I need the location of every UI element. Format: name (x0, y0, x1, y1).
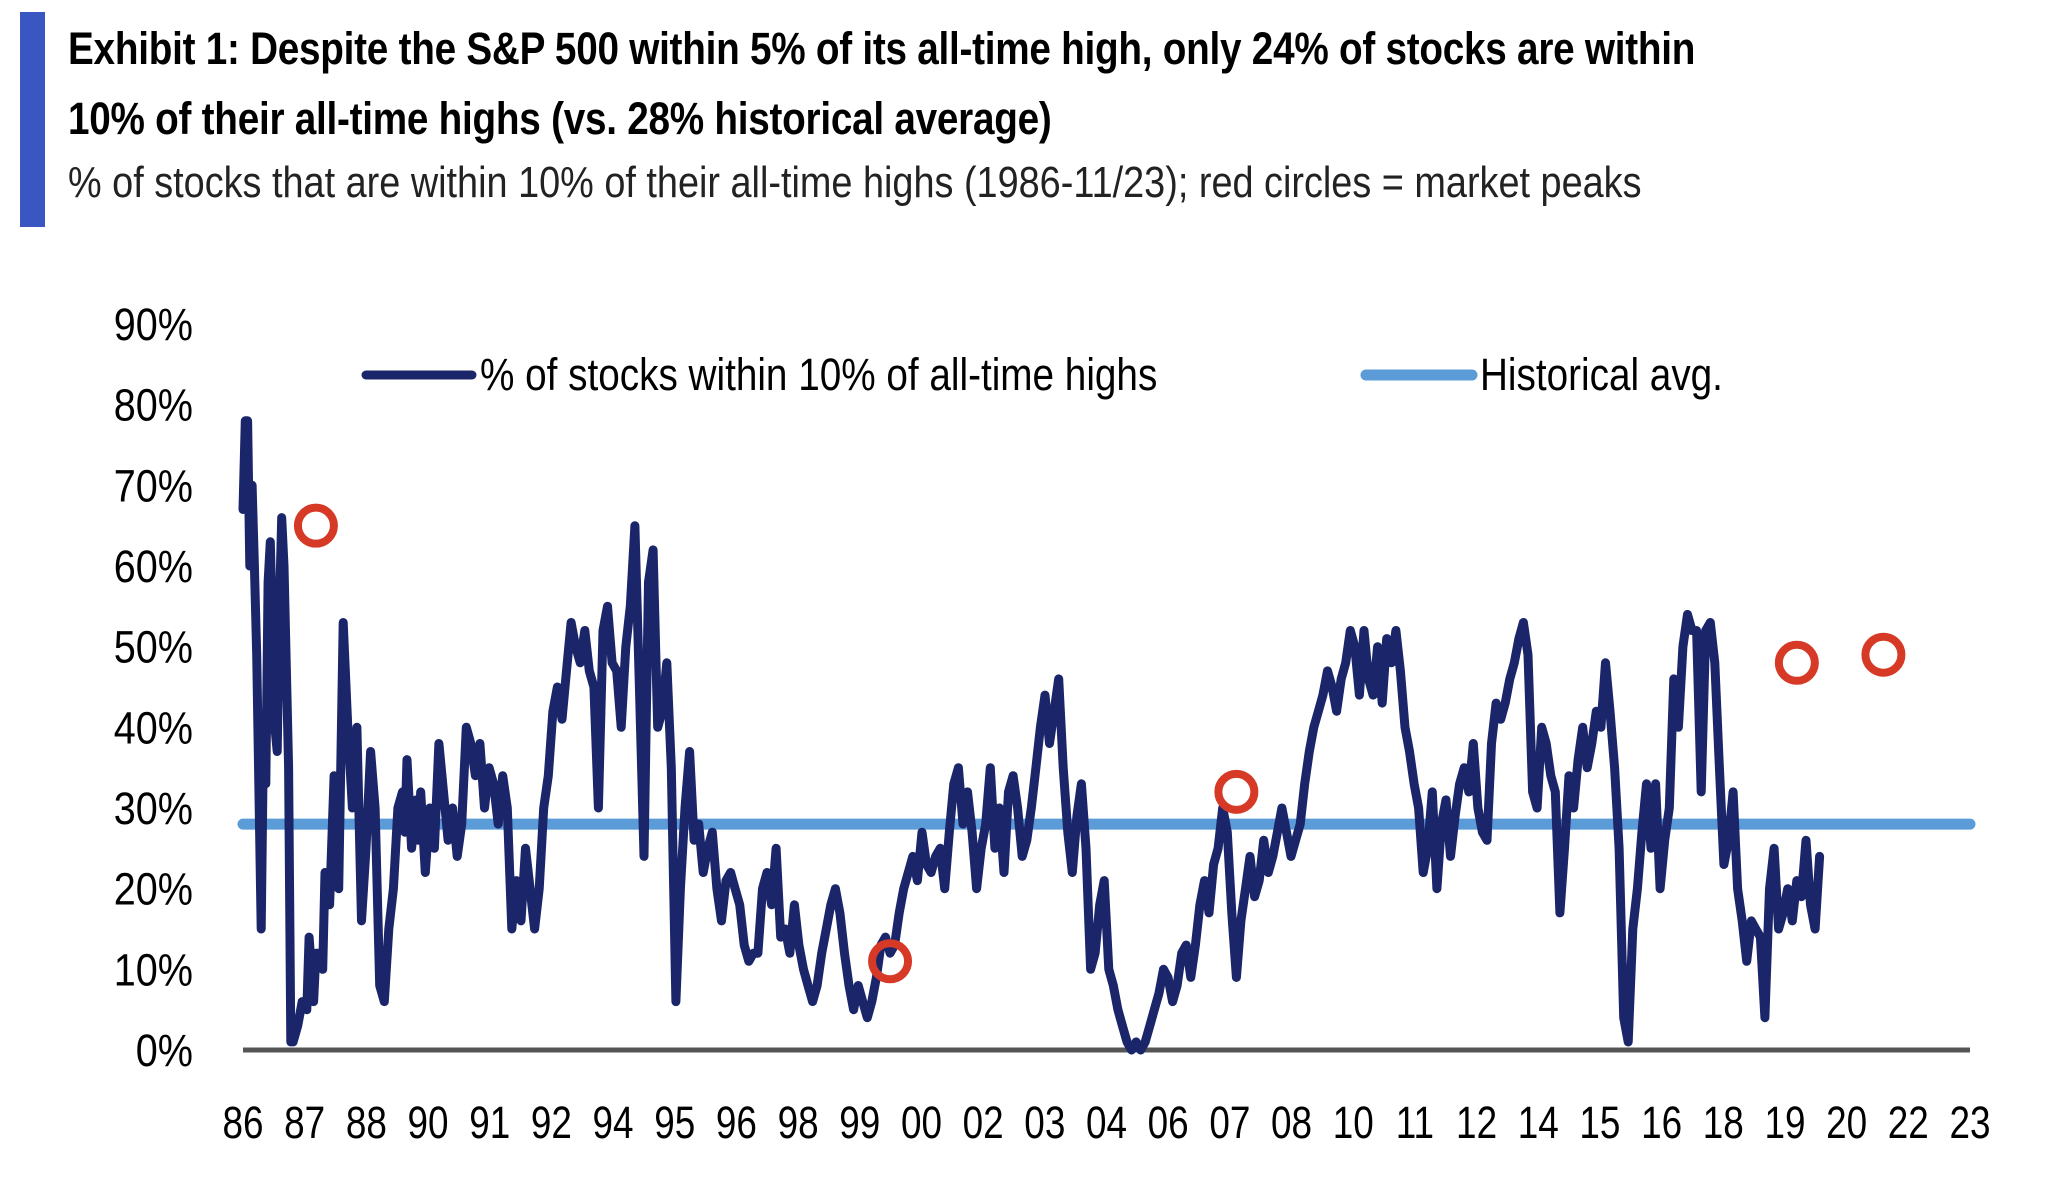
x-tick-label: 88 (346, 1098, 387, 1148)
y-tick-label: 70% (114, 461, 193, 511)
x-tick-label: 16 (1641, 1098, 1682, 1148)
x-tick-label: 03 (1024, 1098, 1065, 1148)
y-axis-ticks: 0% 10% 20% 30% 40% 50% 60% 70% 80% 90% (114, 300, 193, 1076)
y-tick-label: 50% (114, 622, 193, 672)
x-tick-label: 92 (531, 1098, 572, 1148)
x-tick-label: 08 (1271, 1098, 1312, 1148)
x-tick-label: 20 (1826, 1098, 1867, 1148)
legend: % of stocks within 10% of all-time highs… (361, 349, 1723, 400)
x-axis-ticks: 86 87 88 90 91 92 94 95 96 98 99 00 02 03 04 06 07 08 10 11… (222, 1098, 1990, 1148)
x-tick-label: 87 (284, 1098, 325, 1148)
x-tick-label: 19 (1764, 1098, 1805, 1148)
market-peak-circle (1861, 632, 1906, 677)
market-peak-circle (868, 939, 913, 984)
market-peak-circle (293, 503, 338, 548)
y-tick-label: 90% (114, 300, 193, 350)
market-peak-circle (1214, 769, 1259, 814)
y-tick-label: 30% (114, 784, 193, 834)
x-tick-label: 11 (1396, 1098, 1434, 1148)
x-tick-label: 99 (839, 1098, 880, 1148)
x-tick-label: 00 (901, 1098, 942, 1148)
market-peak-circles (293, 503, 1906, 984)
market-peak-circle (1774, 640, 1819, 685)
x-tick-label: 95 (654, 1098, 695, 1148)
x-tick-label: 04 (1086, 1098, 1127, 1148)
x-tick-label: 07 (1209, 1098, 1250, 1148)
x-tick-label: 23 (1949, 1098, 1990, 1148)
x-tick-label: 10 (1333, 1098, 1374, 1148)
x-tick-label: 18 (1703, 1098, 1744, 1148)
x-tick-label: 91 (469, 1098, 510, 1148)
y-tick-label: 60% (114, 542, 193, 592)
chart-title: Exhibit 1: Despite the S&P 500 within 5%… (68, 23, 1696, 144)
x-tick-label: 98 (778, 1098, 819, 1148)
y-tick-label: 40% (114, 703, 193, 753)
y-tick-label: 20% (114, 864, 193, 914)
x-tick-label: 02 (963, 1098, 1004, 1148)
chart-subtitle: % of stocks that are within 10% of their… (68, 158, 1642, 207)
accent-bar (20, 12, 45, 227)
y-tick-label: 10% (114, 945, 193, 995)
y-tick-label: 0% (136, 1026, 193, 1076)
x-tick-label: 94 (593, 1098, 634, 1148)
series-line-pct-stocks-near-ath (238, 416, 1825, 1055)
x-tick-label: 15 (1579, 1098, 1620, 1148)
legend-label-series: % of stocks within 10% of all-time highs (480, 349, 1157, 399)
x-tick-label: 90 (408, 1098, 449, 1148)
x-tick-label: 12 (1456, 1098, 1497, 1148)
y-tick-label: 80% (114, 380, 193, 430)
x-tick-label: 06 (1148, 1098, 1189, 1148)
x-tick-label: 22 (1888, 1098, 1929, 1148)
x-tick-label: 86 (222, 1098, 263, 1148)
legend-label-average: Historical avg. (1480, 349, 1723, 399)
x-tick-label: 14 (1518, 1098, 1559, 1148)
x-tick-label: 96 (716, 1098, 757, 1148)
